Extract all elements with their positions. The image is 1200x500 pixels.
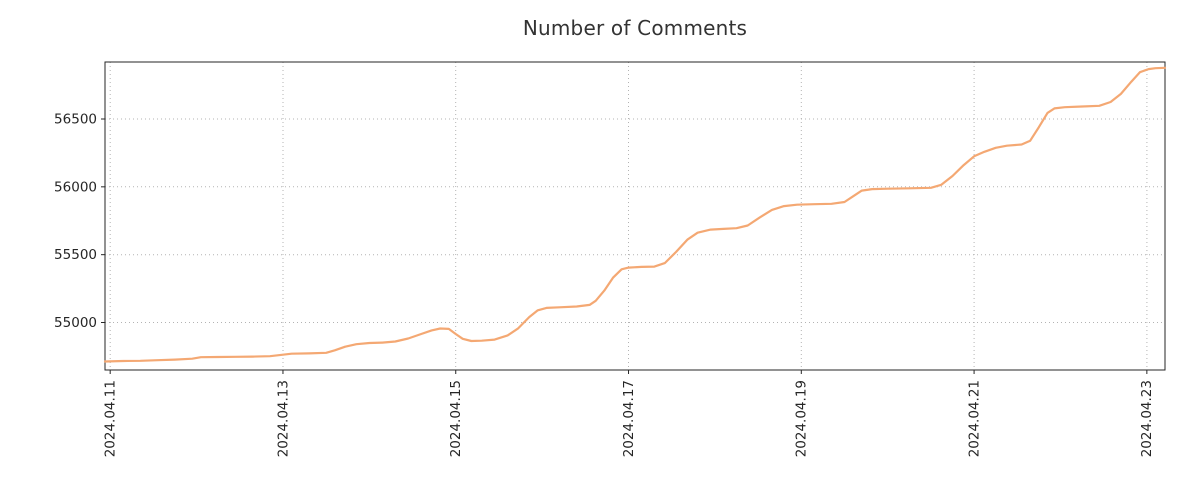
x-tick-label: 2024.04.17 xyxy=(621,380,637,457)
x-tick-label: 2024.04.21 xyxy=(966,380,982,457)
x-tick-label: 2024.04.11 xyxy=(103,380,119,457)
x-tick-label: 2024.04.23 xyxy=(1139,380,1155,457)
y-tick-label: 55000 xyxy=(54,315,97,331)
y-tick-label: 56500 xyxy=(54,111,97,127)
x-tick-label: 2024.04.15 xyxy=(448,380,464,457)
x-tick-label: 2024.04.19 xyxy=(794,380,810,457)
plot-border xyxy=(104,61,1166,371)
series-line xyxy=(103,66,1167,363)
x-tick-label: 2024.04.13 xyxy=(275,380,291,457)
chart-title: Number of Comments xyxy=(522,16,748,40)
y-tick-label: 56000 xyxy=(54,179,97,195)
y-tick-label: 55500 xyxy=(54,247,97,263)
